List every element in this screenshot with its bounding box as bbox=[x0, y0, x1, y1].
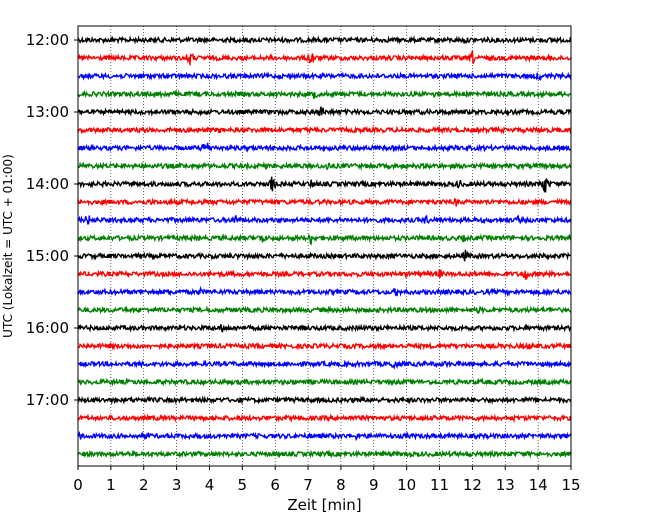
y-tick-label: 15:00 bbox=[26, 247, 69, 265]
x-tick-label: 11 bbox=[430, 476, 449, 494]
x-tick-label: 3 bbox=[172, 476, 182, 494]
seismogram-trace bbox=[77, 35, 571, 45]
seismogram-trace bbox=[77, 176, 572, 193]
seismogram-trace bbox=[77, 359, 572, 370]
y-axis-label: UTC (Lokalzeit = UTC + 01:00) bbox=[1, 154, 15, 338]
x-tick-label: 9 bbox=[369, 476, 379, 494]
vertical-gridlines bbox=[110, 26, 539, 466]
x-tick-label: 5 bbox=[238, 476, 248, 494]
seismogram-trace bbox=[77, 50, 572, 66]
seismogram-trace bbox=[77, 233, 572, 246]
seismogram-trace bbox=[77, 161, 572, 171]
plot-frame bbox=[77, 25, 572, 467]
seismogram-trace bbox=[77, 377, 572, 387]
x-tick-label: 14 bbox=[529, 476, 548, 494]
seismogram-trace bbox=[77, 341, 572, 351]
x-tick-label: 4 bbox=[205, 476, 215, 494]
y-tick-label: 14:00 bbox=[26, 175, 69, 193]
x-tick-label: 12 bbox=[463, 476, 482, 494]
x-axis-label: Zeit [min] bbox=[287, 496, 361, 514]
seismogram-trace bbox=[77, 269, 572, 281]
seismogram-trace bbox=[77, 395, 572, 405]
y-axis-ticks: 12:00 13:00 14:00 15:00 16:00 17:00 bbox=[26, 31, 78, 409]
x-axis-ticks: 0 1 2 3 4 5 6 7 8 9 10 11 12 13 14 15 bbox=[73, 466, 581, 494]
seismogram-trace bbox=[77, 285, 572, 297]
x-tick-label: 8 bbox=[336, 476, 346, 494]
seismogram-trace bbox=[77, 106, 572, 117]
seismogram-trace bbox=[77, 449, 572, 459]
y-tick-label: 12:00 bbox=[26, 31, 69, 49]
seismogram-trace bbox=[78, 305, 572, 315]
x-tick-label: 6 bbox=[270, 476, 280, 494]
x-tick-label: 2 bbox=[139, 476, 149, 494]
y-tick-label: 13:00 bbox=[26, 103, 69, 121]
x-tick-label: 13 bbox=[496, 476, 515, 494]
x-tick-label: 0 bbox=[73, 476, 83, 494]
seismogram-trace bbox=[77, 89, 572, 100]
seismogram-trace bbox=[77, 413, 572, 424]
seismogram-traces bbox=[77, 35, 572, 459]
seismogram-trace bbox=[77, 430, 572, 442]
seismogram-trace bbox=[77, 249, 572, 262]
seismogram-trace bbox=[77, 142, 572, 153]
x-tick-label: 7 bbox=[303, 476, 313, 494]
seismogram-trace bbox=[77, 125, 572, 135]
seismogram-trace bbox=[77, 71, 572, 82]
seismogram-trace bbox=[77, 197, 572, 207]
x-tick-label: 1 bbox=[106, 476, 116, 494]
y-tick-label: 16:00 bbox=[26, 319, 69, 337]
y-tick-label: 17:00 bbox=[26, 391, 69, 409]
seismogram-trace bbox=[77, 323, 572, 333]
x-tick-label: 15 bbox=[561, 476, 580, 494]
x-tick-label: 10 bbox=[397, 476, 416, 494]
seismogram-trace bbox=[77, 214, 572, 225]
